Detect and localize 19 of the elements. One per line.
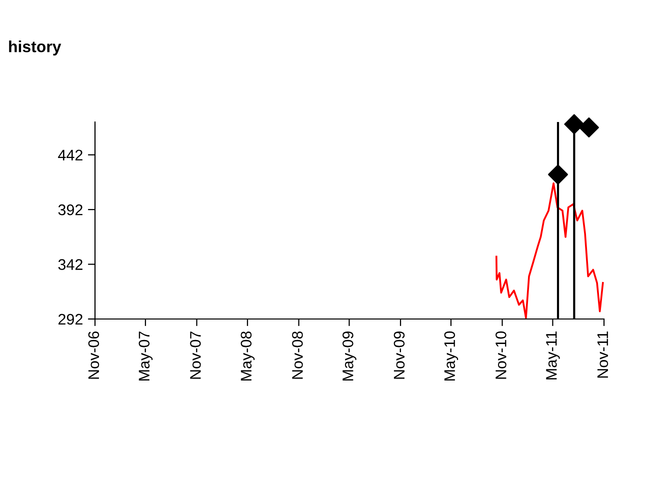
x-tick-label: Nov-08 — [292, 331, 303, 379]
x-tick-label: May-09 — [342, 332, 356, 380]
x-tick-label: Nov-07 — [190, 332, 201, 379]
x-tick-label: Nov-11 — [597, 332, 608, 378]
point — [578, 117, 599, 138]
point — [564, 114, 584, 134]
x-tick-label: May-11 — [546, 332, 560, 380]
y-tick-label: 342 — [58, 259, 82, 270]
y-tick-label: 442 — [58, 150, 82, 160]
x-tick-label: Nov-10 — [496, 331, 506, 379]
point — [548, 164, 568, 185]
x-tick-label: Nov-06 — [88, 331, 100, 379]
x-tick-label: May-07 — [138, 332, 153, 380]
x-tick-label: May-08 — [240, 331, 255, 380]
x-tick-label: May-10 — [444, 331, 458, 380]
y-tick-label: 392 — [58, 204, 82, 216]
y-tick-label: 292 — [58, 314, 82, 325]
x-tick-label: Nov-09 — [394, 332, 405, 379]
chart-title: history — [9, 40, 62, 56]
